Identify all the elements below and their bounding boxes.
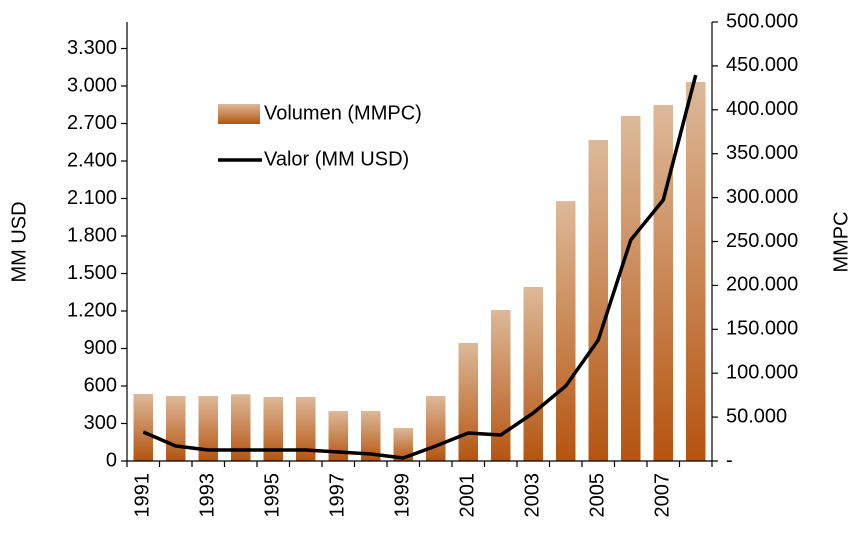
y-tick-label: 3.300 [67,37,117,59]
bar [263,396,283,461]
bar [393,427,413,461]
bar [556,201,576,461]
y-tick-label: 3.000 [67,74,117,96]
y2-tick-label: 100.000 [726,361,798,383]
bar [198,396,218,461]
bar [458,342,478,461]
bar [686,81,706,461]
x-tick-label: 1993 [197,473,219,518]
y-tick-label: 0 [106,449,117,471]
y-tick-label: 900 [84,337,117,359]
line [142,74,698,460]
y2-tick-label: 450.000 [726,54,798,76]
y-tick-label: 1.200 [67,299,117,321]
x-tick-label: 2005 [587,473,609,518]
y2-tick-label: 300.000 [726,186,798,208]
bar [231,394,251,461]
y-tick-label: 2.100 [67,187,117,209]
bar [621,115,641,462]
bar [653,104,673,461]
y2-tick-label: 500.000 [726,10,798,32]
x-tick-label: 1999 [392,473,414,518]
y2-tick-label: 50.000 [726,405,787,427]
y-tick-label: 1.800 [67,224,117,246]
x-tick-label: 2001 [457,473,479,518]
y-tick-label: 300 [84,412,117,434]
y-tick-label: 2.700 [67,112,117,134]
bar [491,309,511,461]
y2-tick-label: - [726,449,733,471]
bar [523,286,543,461]
bar [588,140,608,461]
x-tick-label: 1997 [327,473,349,518]
x-tick-label: 2007 [652,473,674,518]
x-tick-label: 2003 [522,473,544,518]
bar [296,396,316,461]
bar [133,394,153,461]
y2-tick-label: 250.000 [726,230,798,252]
legend-label: Volumen (MMPC) [264,102,422,124]
y-axis-title: MM USD [8,201,30,282]
x-tick-label: 1991 [132,473,154,518]
y2-tick-label: 200.000 [726,274,798,296]
y2-axis-title: MMPC [830,211,852,272]
y-tick-label: 600 [84,374,117,396]
legend-label: Valor (MM USD) [264,148,409,170]
legend-swatch [218,104,260,124]
x-tick-label: 1995 [262,473,284,518]
y2-tick-label: 350.000 [726,142,798,164]
bar [426,396,446,461]
y2-tick-label: 150.000 [726,318,798,340]
bar [361,410,381,461]
y2-tick-label: 400.000 [726,98,798,120]
bar [328,411,348,461]
y-tick-label: 1.500 [67,262,117,284]
bar [166,396,186,461]
y-tick-label: 2.400 [67,149,117,171]
